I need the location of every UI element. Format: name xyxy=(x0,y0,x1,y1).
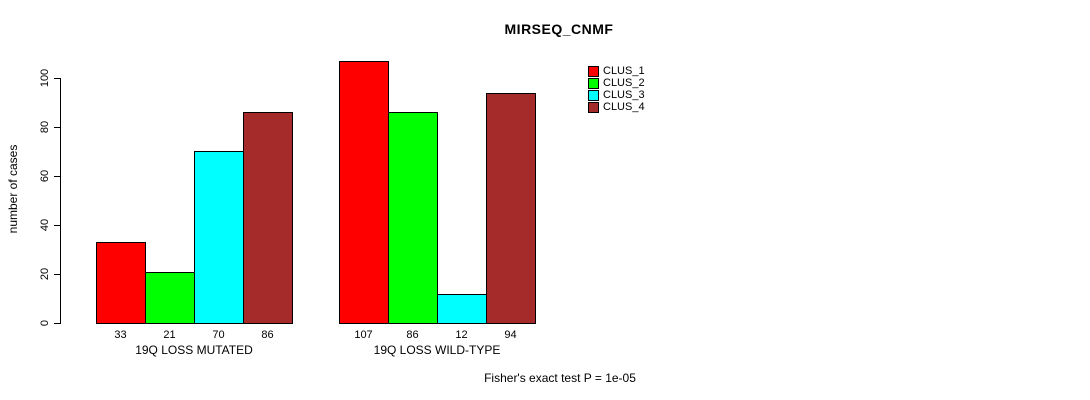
y-axis-tick xyxy=(54,274,60,275)
legend-swatch-clus_4 xyxy=(588,102,599,113)
bar-clus_2-group1 xyxy=(145,272,195,324)
y-axis-tick xyxy=(54,127,60,128)
y-axis-tick xyxy=(54,225,60,226)
y-axis-tick-label: 100 xyxy=(39,68,51,88)
bar-clus_4-group2 xyxy=(486,93,536,324)
bar-clus_1-group1 xyxy=(96,242,146,324)
y-axis-tick xyxy=(54,176,60,177)
y-axis-tick xyxy=(54,78,60,79)
bar-value-label: 70 xyxy=(212,329,225,341)
statistical-test-footnote: Fisher's exact test P = 1e-05 xyxy=(484,371,636,385)
legend-swatch-clus_1 xyxy=(588,66,599,77)
legend-label-clus_1: CLUS_1 xyxy=(603,65,645,77)
legend-swatch-clus_3 xyxy=(588,90,599,101)
bar-value-label: 12 xyxy=(455,329,468,341)
bar-clus_2-group2 xyxy=(388,112,438,324)
legend-label-clus_3: CLUS_3 xyxy=(603,89,645,101)
bar-value-label: 86 xyxy=(406,329,419,341)
bar-value-label: 94 xyxy=(504,329,517,341)
bar-value-label: 21 xyxy=(163,329,176,341)
legend-swatch-clus_2 xyxy=(588,78,599,89)
bar-clus_3-group2 xyxy=(437,294,487,324)
legend-label-clus_4: CLUS_4 xyxy=(603,101,645,113)
y-axis-tick-label: 20 xyxy=(39,267,51,281)
x-category-label: 19Q LOSS MUTATED xyxy=(135,343,253,357)
bar-value-label: 86 xyxy=(261,329,274,341)
x-category-label: 19Q LOSS WILD-TYPE xyxy=(373,343,501,357)
y-axis-line xyxy=(60,78,61,324)
y-axis-tick xyxy=(54,323,60,324)
y-axis-tick-label: 40 xyxy=(39,218,51,232)
chart-title: MIRSEQ_CNMF xyxy=(504,21,614,37)
bar-value-label: 107 xyxy=(354,329,373,341)
legend-label-clus_2: CLUS_2 xyxy=(603,77,645,89)
y-axis-tick-label: 80 xyxy=(39,120,51,134)
y-axis-tick-label: 0 xyxy=(39,319,51,327)
y-axis-label: number of cases xyxy=(6,144,20,234)
bar-clus_3-group1 xyxy=(194,151,244,324)
y-axis-tick-label: 60 xyxy=(39,169,51,183)
bar-clus_4-group1 xyxy=(243,112,293,324)
bar-value-label: 33 xyxy=(114,329,127,341)
bar-clus_1-group2 xyxy=(339,61,389,324)
